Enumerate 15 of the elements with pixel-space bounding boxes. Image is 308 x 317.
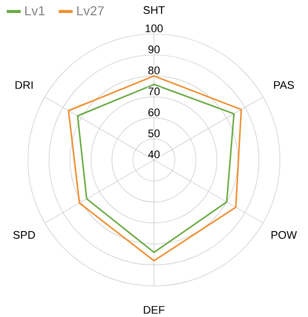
spoke-label: DEF [144, 306, 165, 314]
y-tick-label: 70 [148, 88, 160, 96]
spoke-label: SHT [144, 6, 165, 14]
spoke-label: POW [272, 231, 297, 239]
y-tick-label: 50 [148, 130, 160, 138]
spoke-label: DRI [16, 81, 33, 89]
y-tick-label: 100 [146, 24, 163, 32]
spoke-label: SPD [13, 231, 35, 239]
spoke-label: PAS [274, 81, 294, 89]
y-tick-label: 40 [148, 150, 160, 158]
y-tick-label: 80 [148, 66, 160, 74]
legend-label: Lv27 [77, 6, 104, 16]
y-tick-label: 90 [148, 46, 160, 54]
y-tick-label: 60 [148, 108, 160, 116]
legend-label: Lv1 [25, 6, 45, 16]
